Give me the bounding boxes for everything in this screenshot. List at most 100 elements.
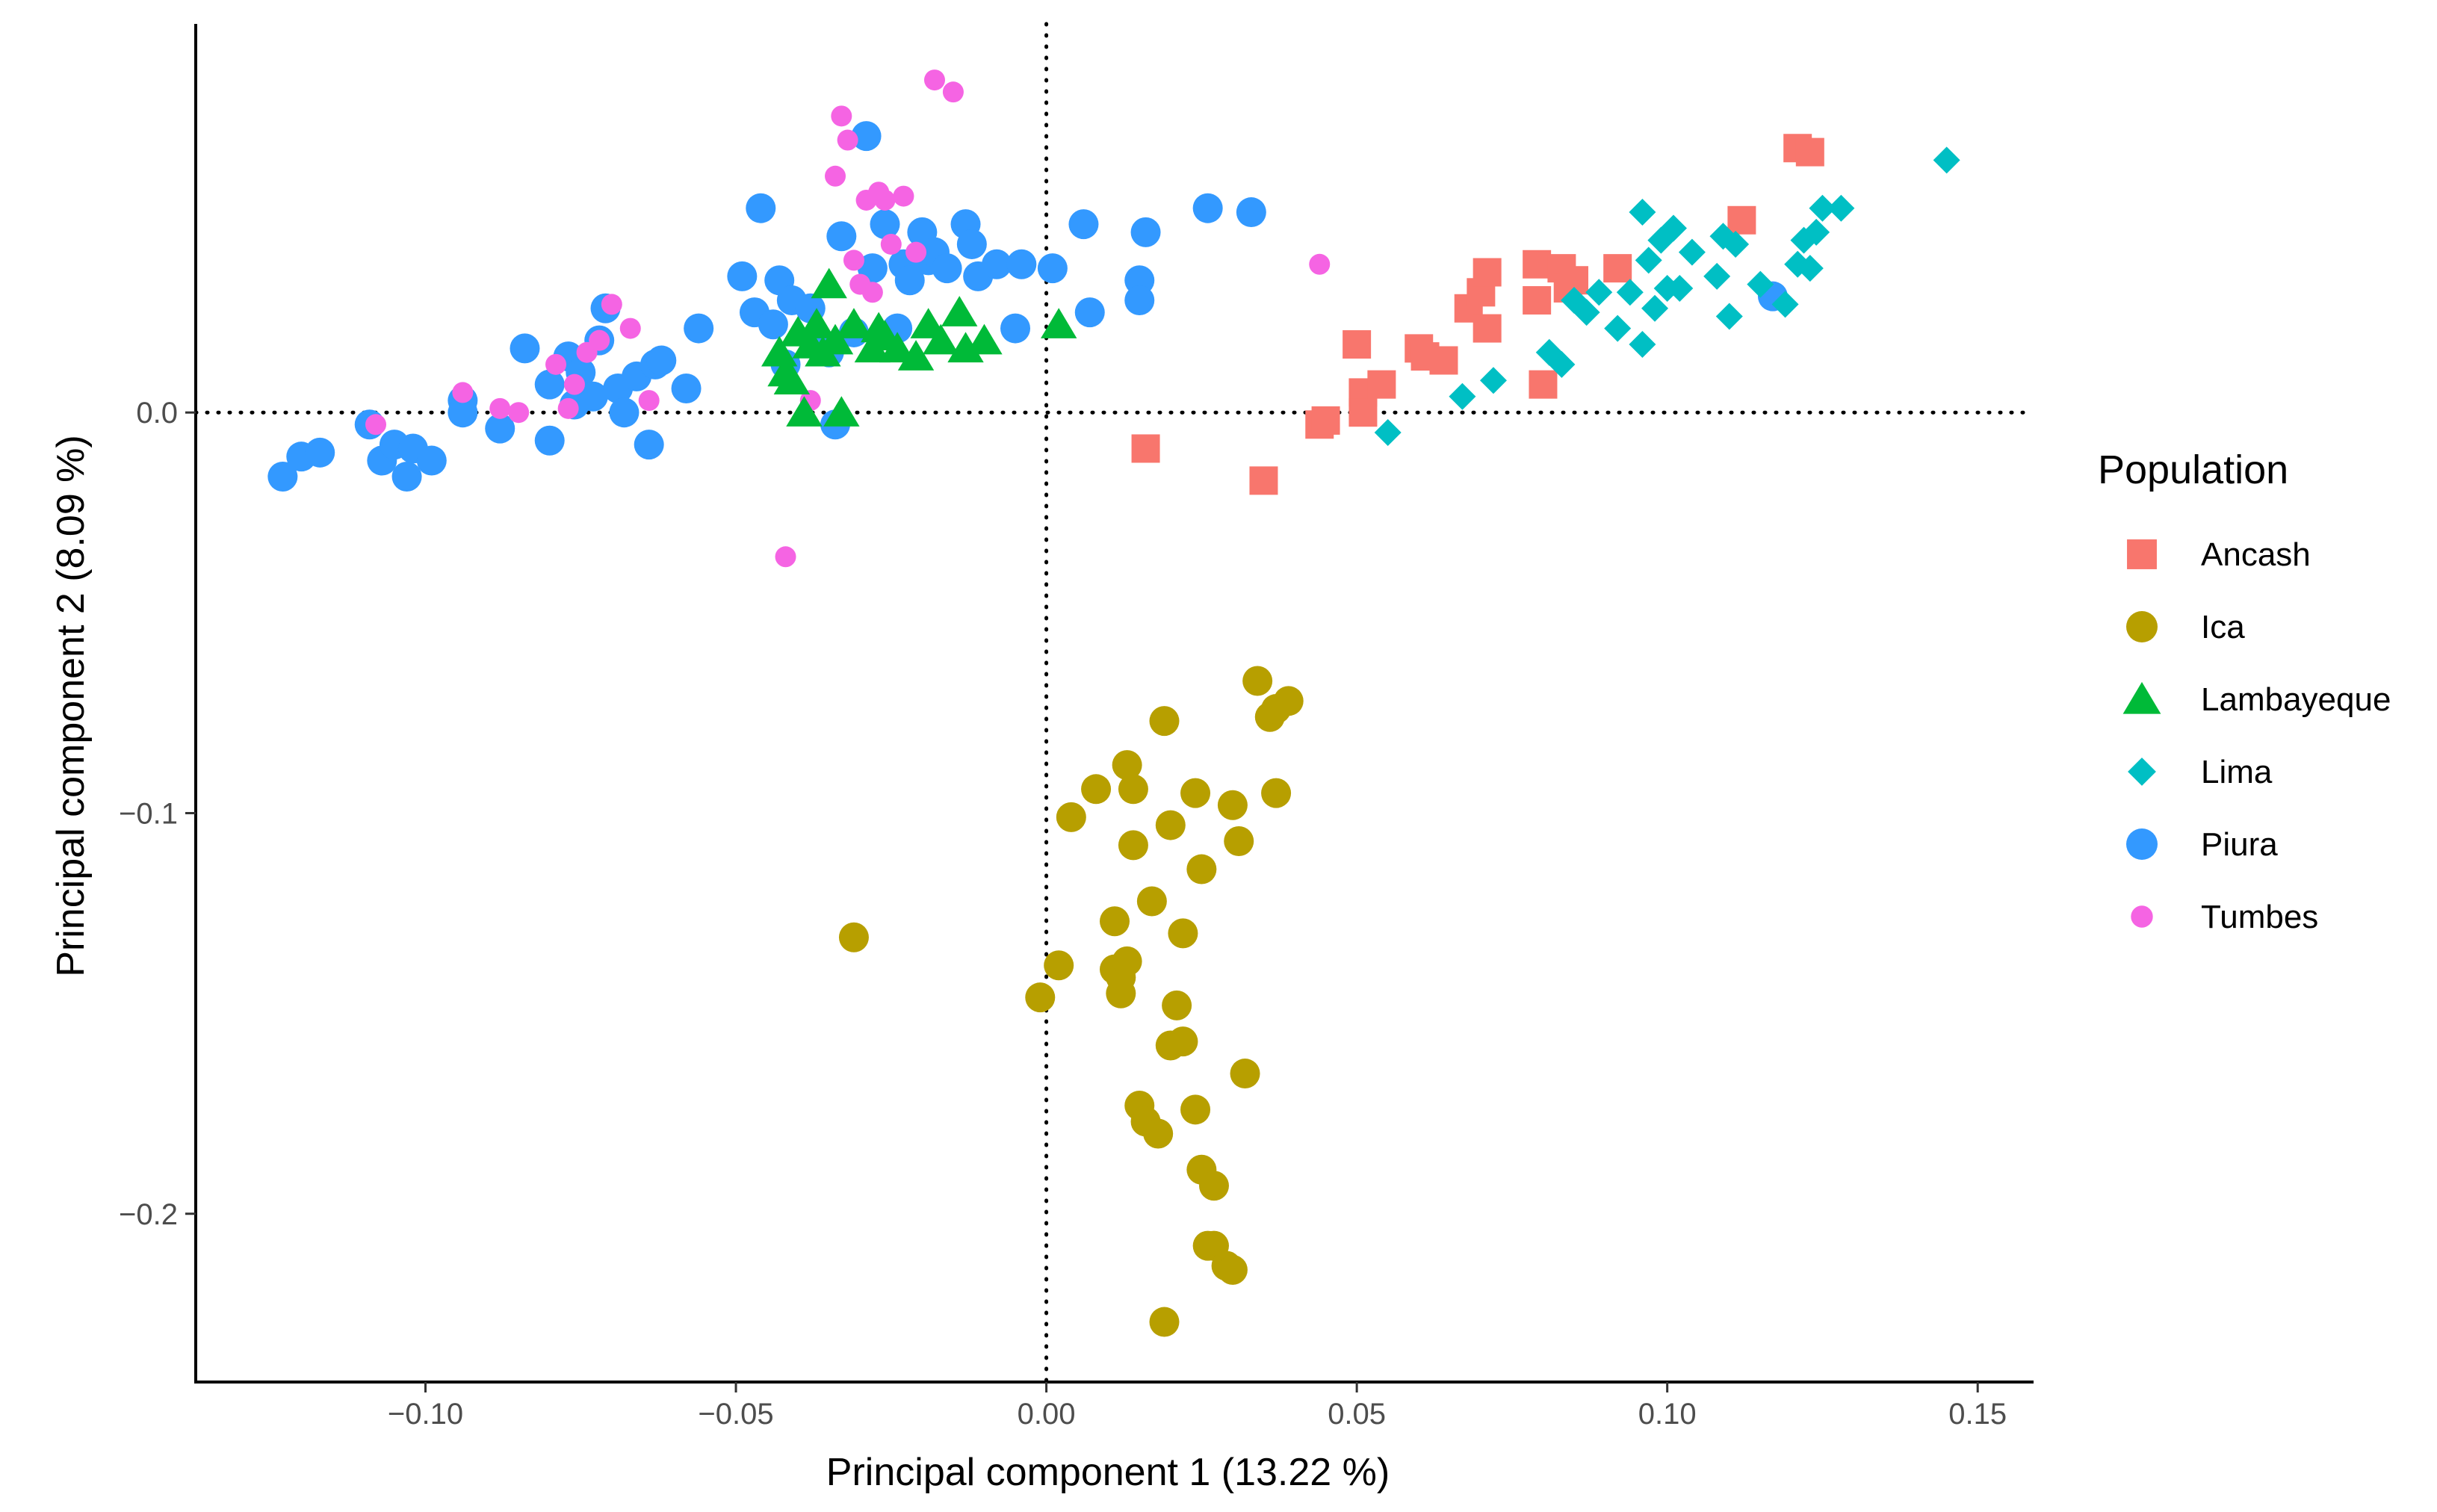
point-piura <box>684 313 714 344</box>
point-tumbes <box>1309 253 1331 275</box>
legend-key-ica <box>2126 611 2158 642</box>
point-ancash <box>1523 286 1552 315</box>
point-lima <box>1629 331 1656 359</box>
point-ancash <box>1603 254 1632 283</box>
point-lima <box>1796 255 1824 282</box>
point-ica <box>1198 1171 1229 1201</box>
series-lima <box>1374 146 1960 447</box>
point-lima <box>1803 218 1830 246</box>
point-ica <box>1118 830 1148 861</box>
point-lima <box>1641 294 1669 322</box>
point-piura <box>534 369 565 400</box>
point-ancash <box>1523 250 1552 279</box>
point-ica <box>1162 990 1192 1020</box>
legend-title: Population <box>2098 447 2288 492</box>
point-ica <box>1217 790 1248 820</box>
point-lambayeque <box>773 364 811 394</box>
point-ancash <box>1367 370 1396 399</box>
point-tumbes <box>837 129 858 151</box>
legend-label-ica: Ica <box>2201 609 2245 645</box>
point-piura <box>448 397 478 428</box>
point-piura <box>1192 193 1223 223</box>
point-ancash <box>1429 346 1458 375</box>
point-tumbes <box>638 390 660 412</box>
point-piura <box>932 253 962 284</box>
point-ica <box>1180 778 1211 808</box>
point-lima <box>1374 419 1402 447</box>
point-ica <box>1106 978 1136 1008</box>
point-ancash <box>1249 466 1278 495</box>
point-ica <box>1230 1059 1260 1089</box>
point-ica <box>1112 750 1142 781</box>
point-piura <box>956 229 987 259</box>
point-tumbes <box>923 69 945 91</box>
point-lima <box>1629 199 1656 226</box>
point-lambayeque <box>835 308 873 338</box>
point-tumbes <box>775 546 796 568</box>
point-tumbes <box>563 374 585 395</box>
point-lima <box>1449 382 1476 410</box>
y-tick-label: −0.1 <box>119 797 178 830</box>
legend-key-piura <box>2126 828 2158 860</box>
point-ica <box>1143 1118 1174 1149</box>
point-lima <box>1678 238 1706 266</box>
point-piura <box>485 413 515 444</box>
point-piura <box>894 265 925 296</box>
legend-label-lima: Lima <box>2201 754 2273 790</box>
point-ancash <box>1529 370 1558 399</box>
point-ancash <box>1473 258 1502 287</box>
point-piura <box>1124 285 1155 316</box>
legend-item-lambayeque: Lambayeque <box>2122 681 2391 718</box>
point-piura <box>671 374 702 404</box>
point-lambayeque <box>879 332 916 363</box>
y-axis-title: Principal component 2 (8.09 %) <box>49 435 93 977</box>
point-tumbes <box>619 317 641 339</box>
point-ica <box>1056 802 1086 832</box>
point-tumbes <box>365 414 387 436</box>
point-piura <box>1006 249 1037 279</box>
point-piura <box>826 221 857 252</box>
legend-item-tumbes: Tumbes <box>2131 899 2318 935</box>
point-lambayeque <box>966 323 1003 355</box>
point-tumbes <box>489 397 511 419</box>
axes: −0.10 −0.05 0.00 0.05 0.10 0.15 0.0 −0.1 −0.2 <box>119 24 2034 1431</box>
point-tumbes <box>874 189 896 211</box>
point-piura <box>1130 217 1161 247</box>
point-piura <box>305 437 335 468</box>
point-tumbes <box>557 397 579 419</box>
point-lima <box>1703 262 1731 290</box>
point-lima <box>1659 214 1687 242</box>
point-piura <box>851 121 882 152</box>
point-piura <box>1074 297 1105 328</box>
point-lambayeque <box>817 323 854 355</box>
point-piura <box>982 249 1012 279</box>
point-ica <box>1149 1307 1180 1337</box>
point-tumbes <box>508 402 530 424</box>
point-lima <box>1747 270 1774 298</box>
point-lambayeque <box>923 323 959 355</box>
point-ica <box>1118 774 1148 805</box>
point-ica <box>1081 774 1112 805</box>
legend-label-lambayeque: Lambayeque <box>2201 681 2391 718</box>
point-lima <box>1715 303 1743 330</box>
point-lima <box>1666 274 1694 302</box>
series-ancash <box>1131 134 1824 495</box>
point-lambayeque <box>947 332 984 363</box>
point-lima <box>1604 315 1632 342</box>
point-ancash <box>1311 406 1340 435</box>
point-tumbes <box>942 81 964 103</box>
point-ica <box>1168 918 1198 949</box>
point-ica <box>1224 826 1254 857</box>
point-ica <box>1242 666 1273 696</box>
point-lambayeque <box>823 396 860 427</box>
legend-label-ancash: Ancash <box>2201 536 2311 573</box>
point-ica <box>838 922 869 952</box>
point-piura <box>1236 197 1266 228</box>
point-lima <box>1722 230 1750 258</box>
legend-item-lima: Lima <box>2128 754 2273 790</box>
point-lima <box>1635 247 1662 274</box>
point-tumbes <box>589 329 610 351</box>
point-ancash <box>1795 137 1824 167</box>
point-lambayeque <box>761 335 798 367</box>
